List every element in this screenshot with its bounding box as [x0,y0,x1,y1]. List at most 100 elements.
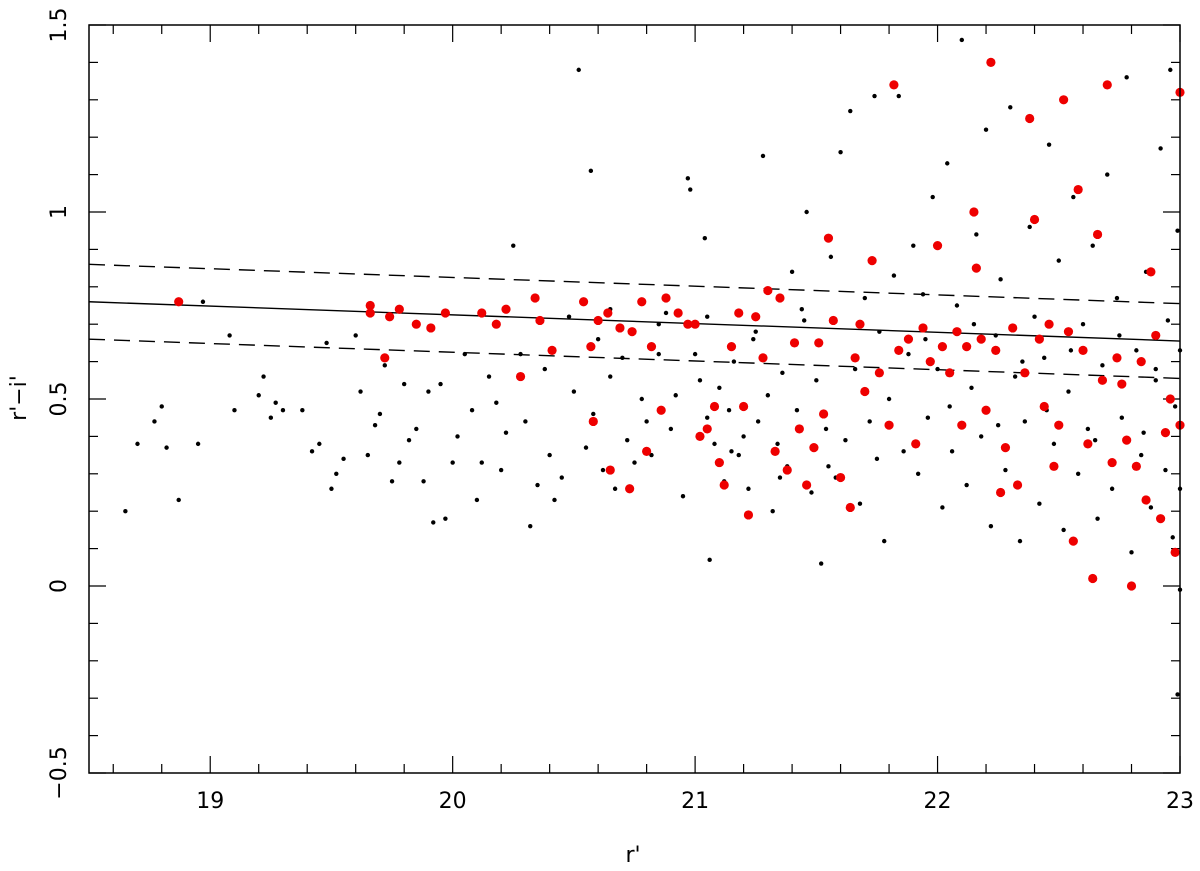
black-point [799,307,804,312]
black-point [729,449,734,454]
red-point [1012,480,1023,490]
red-point [690,319,700,329]
black-point [1056,258,1061,263]
black-point [612,486,618,491]
black-point [685,176,691,181]
black-point [300,408,305,413]
black-point [731,359,737,364]
red-point [547,345,557,355]
black-point [595,336,601,342]
red-point [1117,379,1127,389]
black-point [717,385,722,390]
red-point [809,443,819,453]
black-point [1175,692,1180,697]
black-point [945,161,950,166]
red-point [603,308,613,318]
black-point [329,486,334,491]
black-point [443,516,448,521]
red-point [884,420,894,430]
red-point [751,312,761,322]
red-point [855,319,865,329]
black-point [1141,430,1146,435]
black-point [814,378,819,383]
black-point [438,381,443,387]
black-point [523,419,528,424]
black-point [656,351,661,357]
red-point [627,327,637,337]
red-point [976,334,986,344]
black-point [644,419,649,424]
black-point [1027,224,1032,230]
black-point [535,482,540,488]
fit-lines [88,263,1181,380]
black-point [1042,355,1047,361]
series-red-points [174,57,1185,591]
black-point [450,460,455,465]
x-tick-labels: 19 20 21 22 23 [196,789,1194,814]
red-point [1008,323,1018,333]
black-point [857,501,863,506]
black-point [668,426,674,432]
black-point [828,254,834,260]
black-point [1163,467,1168,473]
red-point [515,371,526,382]
red-point [1165,394,1175,404]
black-point [227,333,232,338]
black-point [920,292,926,297]
black-point [608,374,613,379]
black-point [1168,67,1173,73]
red-point [1160,428,1171,438]
black-point [707,557,712,563]
black-point [164,445,169,450]
envelope-dashed-line [88,338,1181,380]
red-point [642,446,652,456]
red-point [1068,536,1078,546]
red-point [789,338,800,348]
black-point [765,393,771,398]
black-point [826,464,831,469]
black-point [964,482,969,488]
black-point [1117,333,1122,338]
black-point [959,37,964,43]
black-point [397,460,402,465]
black-point [1051,441,1057,447]
axis-ticks [89,24,1181,774]
black-point [971,322,977,327]
y-tick-label: 1.5 [47,8,72,43]
red-point [743,510,754,520]
y-tick-label: 0 [47,579,72,593]
black-point [552,497,557,503]
red-point [889,80,899,90]
black-point [1153,366,1158,372]
black-point [1020,359,1025,364]
red-point [1063,327,1074,337]
red-point [440,308,450,318]
y-tick-label: 0.5 [47,382,72,417]
black-point [547,452,552,458]
red-point [702,424,712,434]
black-point [421,479,426,484]
black-point [947,404,952,409]
black-point [896,93,901,99]
red-point [586,342,596,352]
black-point [1114,295,1120,301]
black-point [760,153,766,159]
black-point [789,269,795,275]
black-point [777,475,783,480]
red-point [1078,345,1088,355]
black-point [176,497,181,503]
black-point [1085,426,1091,432]
black-point [195,441,201,447]
black-point [804,209,809,215]
red-point [971,263,981,273]
x-tick-label: 22 [924,789,952,814]
black-point [528,523,533,529]
black-point [1037,501,1042,506]
red-point [1126,581,1137,591]
red-point [918,323,928,333]
black-point [1092,437,1098,443]
black-point [479,460,484,465]
black-point [901,449,906,454]
red-point [1025,113,1035,124]
